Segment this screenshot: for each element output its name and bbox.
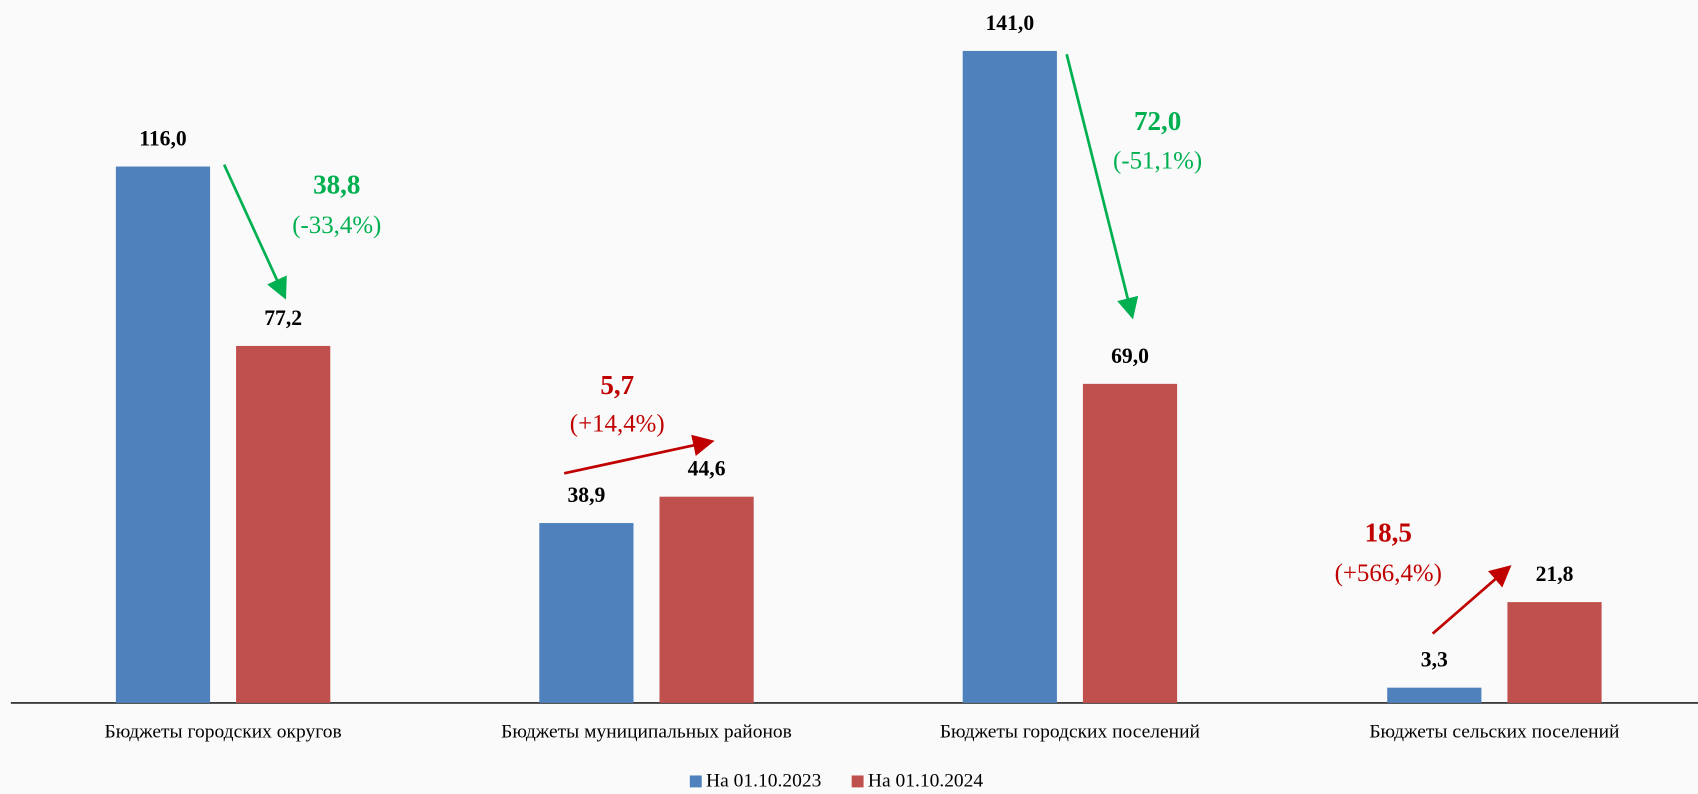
data-label: 21,8 (1536, 562, 1574, 586)
chart: Бюджеты городских округов 116,0 77,2 Бюджет… (0, 0, 1698, 794)
bar (1507, 602, 1601, 703)
data-label: 77,2 (264, 306, 302, 330)
legend-swatch (852, 775, 864, 787)
data-label: 44,6 (688, 457, 726, 481)
change-percent: (+566,4%) (1335, 560, 1442, 587)
bar (236, 346, 330, 703)
legend-swatch (690, 775, 702, 787)
change-percent: (+14,4%) (570, 410, 665, 437)
change-value: 38,8 (313, 170, 360, 200)
bar (963, 51, 1057, 703)
bar (539, 523, 633, 703)
data-label: 116,0 (139, 127, 187, 151)
change-value: 5,7 (600, 370, 634, 400)
change-percent: (-51,1%) (1113, 147, 1202, 174)
x-tick-label: Бюджеты городских округов (105, 722, 342, 743)
legend-label: На 01.10.2023 (706, 770, 821, 791)
data-label: 38,9 (567, 483, 605, 507)
data-label: 3,3 (1421, 648, 1448, 672)
legend-label: На 01.10.2024 (868, 770, 984, 791)
x-tick-label: Бюджеты муниципальных районов (501, 722, 792, 743)
change-value: 18,5 (1365, 517, 1412, 547)
bar (659, 497, 753, 703)
x-tick-label: Бюджеты сельских поселений (1369, 722, 1619, 743)
data-label: 141,0 (985, 11, 1034, 35)
change-value: 72,0 (1134, 106, 1181, 136)
change-percent: (-33,4%) (292, 212, 381, 239)
x-tick-label: Бюджеты городских поселений (940, 722, 1200, 743)
bar (116, 167, 210, 703)
data-label: 69,0 (1111, 344, 1149, 368)
bar (1083, 384, 1177, 703)
bar (1387, 688, 1481, 703)
